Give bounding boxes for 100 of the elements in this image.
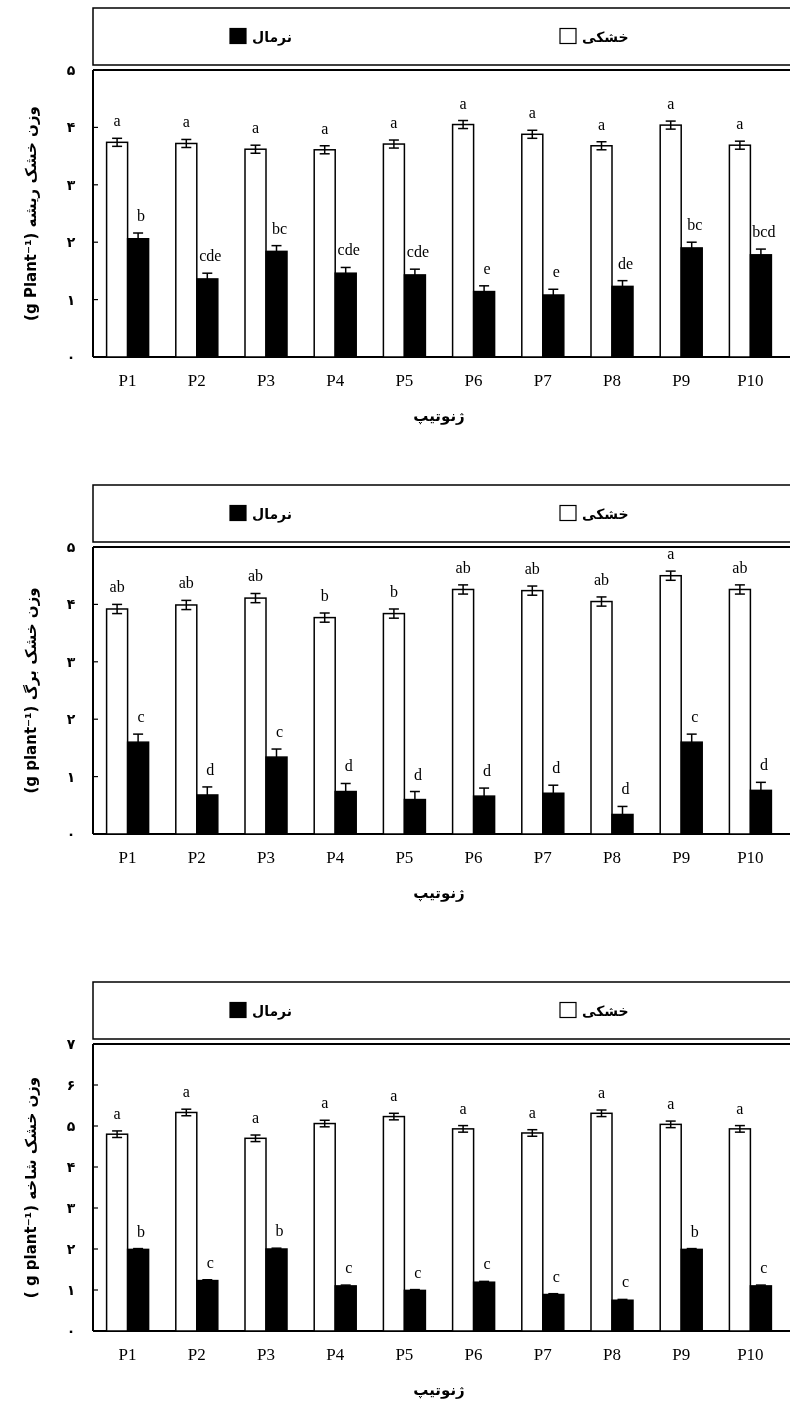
y-tick-label: ۱	[66, 768, 76, 785]
data-label: c	[275, 723, 284, 741]
data-label: ab	[178, 574, 194, 592]
data-label: d	[206, 760, 215, 778]
x-tick-label: P10	[737, 848, 764, 867]
data-label: ab	[455, 558, 471, 576]
y-tick-label: ۳	[66, 1200, 76, 1216]
legend-label: خشکی	[582, 505, 629, 522]
x-tick-label: P4	[326, 371, 345, 390]
data-label: c	[414, 1263, 422, 1281]
data-label: ab	[732, 558, 748, 576]
data-label: a	[736, 115, 744, 133]
data-label: cde	[199, 247, 222, 265]
data-label: de	[617, 254, 634, 272]
data-label: c	[345, 1259, 353, 1277]
y-tick-label: ۴	[66, 1159, 76, 1175]
y-tick-label: ۴	[66, 119, 76, 136]
x-tick-label: P6	[464, 848, 483, 867]
y-axis-title: وزن خشک برگ (g plant⁻¹)	[22, 587, 40, 794]
data-label: a	[251, 1109, 260, 1127]
data-label: b	[275, 1222, 284, 1240]
y-tick-label: ۳	[66, 176, 76, 193]
x-tick-label: P3	[257, 1345, 275, 1364]
x-tick-label: P1	[118, 1345, 137, 1364]
x-tick-label: P6	[464, 371, 483, 390]
data-label: a	[667, 545, 675, 563]
data-label: b	[320, 587, 329, 605]
y-tick-label: ۰	[66, 349, 76, 365]
y-tick-label: ۰	[66, 826, 76, 842]
y-tick-label: ۳	[66, 653, 76, 670]
x-tick-label: P2	[187, 848, 206, 867]
x-axis-title: ژنوتیپ	[413, 407, 465, 425]
data-label: c	[137, 708, 145, 726]
data-label: d	[483, 762, 492, 780]
x-tick-label: P8	[603, 848, 621, 867]
x-tick-label: P8	[603, 371, 621, 390]
data-label: c	[483, 1255, 491, 1273]
data-label: a	[321, 119, 329, 137]
x-tick-label: P7	[533, 371, 553, 390]
y-tick-label: ۴	[66, 596, 76, 613]
x-tick-label: P9	[672, 371, 691, 390]
data-label: c	[621, 1273, 630, 1291]
y-tick-label: ۲	[66, 234, 76, 251]
data-label: a	[113, 112, 121, 130]
y-tick-label: ۷	[66, 1036, 76, 1052]
data-label: a	[667, 1095, 675, 1113]
legend-label: نرمال	[252, 28, 293, 46]
data-label: a	[736, 1099, 744, 1117]
x-tick-label: P8	[603, 1345, 621, 1364]
data-label: b	[137, 207, 146, 225]
y-tick-label: ۱	[66, 291, 76, 308]
data-label: e	[483, 259, 491, 277]
y-tick-label: ۲	[66, 1241, 76, 1257]
y-tick-label: ۵	[66, 62, 76, 78]
data-label: c	[760, 1259, 768, 1277]
data-label: a	[459, 94, 467, 112]
y-tick-label: ۰	[66, 1323, 76, 1339]
x-axis-title: ژنوتیپ	[413, 884, 465, 902]
x-tick-label: P9	[672, 1345, 691, 1364]
data-label: a	[597, 115, 606, 133]
legend-label: نرمال	[252, 1002, 293, 1020]
y-tick-label: ۲	[66, 711, 76, 728]
x-tick-label: P6	[464, 1345, 483, 1364]
data-label: bcd	[752, 223, 776, 241]
data-label: a	[251, 119, 260, 137]
x-tick-label: P5	[395, 371, 414, 390]
legend-label: خشکی	[582, 1002, 629, 1019]
x-tick-label: P5	[395, 848, 414, 867]
x-tick-label: P2	[187, 1345, 206, 1364]
data-label: e	[552, 263, 560, 281]
data-label: cde	[337, 241, 360, 259]
data-label: a	[321, 1094, 329, 1112]
data-label: bc	[271, 219, 288, 237]
data-label: bc	[687, 216, 703, 234]
y-axis-title: وزن خشک شاخه (g plant⁻¹ )	[22, 1076, 40, 1299]
y-axis-title: وزن خشک ریشه (g Plant⁻¹)	[22, 106, 40, 321]
data-label: c	[691, 708, 699, 726]
y-tick-label: ۵	[66, 539, 76, 555]
x-tick-label: P10	[737, 371, 764, 390]
x-tick-label: P3	[257, 848, 275, 867]
data-label: ab	[109, 578, 125, 596]
x-tick-label: P2	[187, 371, 206, 390]
data-label: c	[206, 1253, 214, 1271]
x-tick-label: P1	[118, 848, 137, 867]
legend-label: خشکی	[582, 28, 629, 45]
data-label: ab	[247, 567, 264, 585]
x-tick-label: P7	[533, 1345, 553, 1364]
x-tick-label: P7	[533, 848, 553, 867]
x-tick-label: P10	[737, 1345, 764, 1364]
x-tick-label: P4	[326, 1345, 345, 1364]
x-axis-title: ژنوتیپ	[413, 1381, 465, 1399]
data-label: d	[552, 759, 561, 777]
y-tick-label: ۱	[66, 1282, 76, 1298]
data-label: b	[389, 582, 398, 600]
data-label: c	[552, 1267, 560, 1285]
data-label: cde	[406, 243, 429, 261]
data-label: ab	[593, 570, 610, 588]
x-tick-label: P3	[257, 371, 275, 390]
data-label: a	[597, 1084, 606, 1102]
data-label: a	[528, 104, 536, 122]
